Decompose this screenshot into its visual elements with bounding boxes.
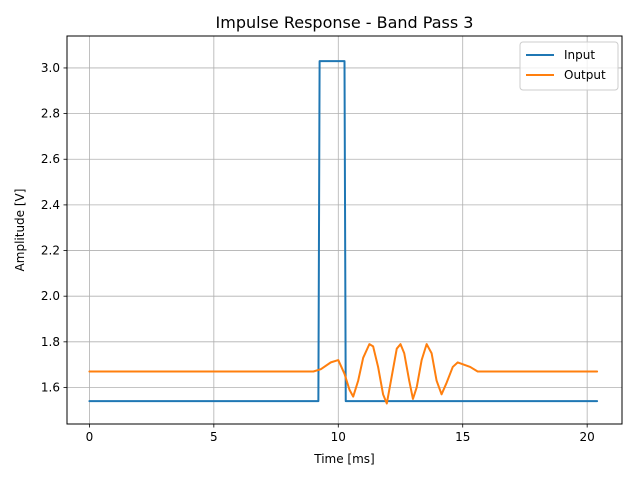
x-tick-label: 0 bbox=[86, 430, 94, 444]
y-tick-label: 1.8 bbox=[41, 335, 60, 349]
y-tick-label: 2.2 bbox=[41, 244, 60, 258]
x-tick-label: 10 bbox=[331, 430, 346, 444]
y-tick-label: 2.8 bbox=[41, 107, 60, 121]
y-tick-label: 2.6 bbox=[41, 152, 60, 166]
y-tick-label: 2.4 bbox=[41, 198, 60, 212]
legend: Input Output bbox=[519, 41, 619, 91]
series-line-input bbox=[88, 60, 599, 403]
y-tick-label: 2.0 bbox=[41, 289, 60, 303]
series-layer bbox=[88, 60, 599, 405]
ticks-layer: 0 5 10 15 20 1.6 1.8 2.0 2.2 2.4 2.6 2.8 3.0 bbox=[41, 61, 595, 444]
legend-label-output: Output bbox=[564, 68, 606, 82]
chart-title: Impulse Response - Band Pass 3 bbox=[216, 13, 474, 32]
legend-label-input: Input bbox=[564, 48, 595, 62]
x-tick-label: 15 bbox=[455, 430, 470, 444]
y-tick-label: 3.0 bbox=[41, 61, 60, 75]
x-tick-label: 20 bbox=[580, 430, 595, 444]
plot-frame bbox=[66, 35, 623, 425]
x-axis-label: Time [ms] bbox=[313, 452, 375, 466]
y-tick-label: 1.6 bbox=[41, 380, 60, 394]
series-line-output bbox=[88, 343, 599, 405]
y-axis-label: Amplitude [V] bbox=[13, 189, 27, 272]
x-tick-label: 5 bbox=[210, 430, 218, 444]
